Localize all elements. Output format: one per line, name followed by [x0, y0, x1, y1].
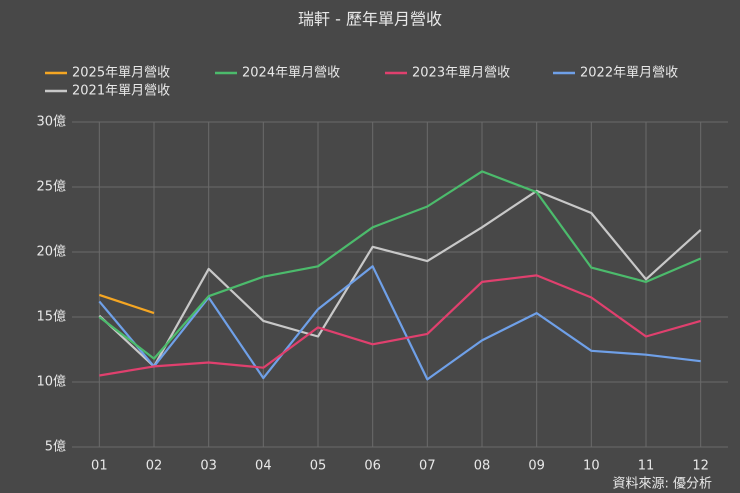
legend-label: 2022年單月營收 [580, 66, 678, 81]
series-line [98, 189, 702, 368]
x-tick-label: 09 [528, 459, 545, 474]
y-tick-label: 5億 [45, 439, 66, 455]
series-line [99, 274, 701, 377]
legend-label: 2024年單月營收 [242, 66, 340, 81]
x-tick-label: 08 [474, 459, 491, 474]
y-tick-label: 30億 [36, 114, 66, 130]
x-tick-label: 12 [692, 459, 709, 474]
y-tick-label: 20億 [36, 244, 66, 260]
x-tick-label: 10 [583, 459, 600, 474]
x-tick-label: 04 [255, 459, 272, 474]
source: 資料來源: 優分析 [612, 477, 712, 492]
legend-label: 2021年單月營收 [72, 84, 170, 99]
series-line [98, 293, 155, 315]
chart-title: 瑞軒 - 歷年單月營收 [298, 10, 442, 29]
y-tick-label: 15億 [36, 309, 66, 325]
x-tick-label: 06 [364, 459, 381, 474]
series-line [98, 265, 701, 381]
x-tick-label: 11 [638, 459, 655, 474]
legend-label: 2023年單月營收 [412, 66, 510, 81]
x-tick-label: 07 [419, 459, 436, 474]
x-tick-label: 03 [200, 459, 217, 474]
x-tick-label: 05 [310, 459, 327, 474]
series-line [98, 170, 702, 360]
y-tick-label: 10億 [36, 374, 66, 390]
x-tick-label: 02 [146, 459, 163, 474]
y-tick-label: 25億 [36, 179, 66, 195]
legend-label: 2025年單月營收 [72, 66, 170, 81]
x-tick-label: 01 [91, 459, 108, 474]
